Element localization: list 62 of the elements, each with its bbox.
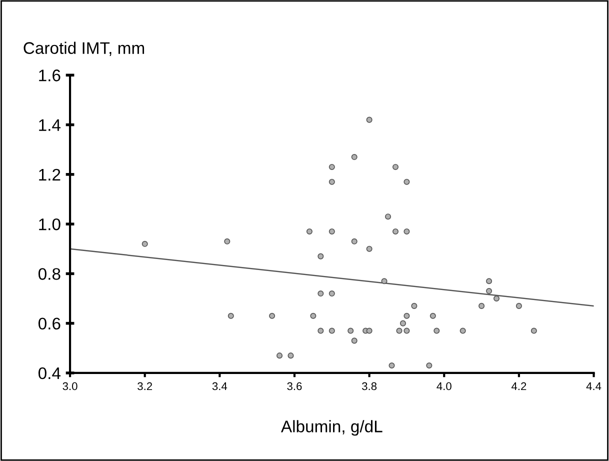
point (426, 362, 432, 369)
x-tick-label: 3.0 (62, 382, 78, 390)
y-tick-label: 1.4 (39, 119, 61, 131)
point (328, 178, 335, 185)
point (142, 240, 148, 247)
point (404, 178, 410, 185)
point (400, 320, 406, 326)
point (381, 278, 388, 284)
point (328, 228, 335, 235)
y-tick-label: 1.0 (39, 218, 60, 230)
point (404, 328, 410, 334)
point (228, 312, 234, 319)
point (404, 312, 410, 319)
point (318, 328, 324, 334)
point (318, 253, 324, 260)
point (276, 352, 283, 359)
x-tick-label: 3.2 (138, 382, 152, 390)
y-tick-label: 1.2 (39, 168, 60, 180)
point (486, 288, 492, 294)
point (306, 228, 312, 235)
point (269, 312, 276, 319)
point (530, 328, 537, 334)
x-tick-label: 3.8 (362, 382, 377, 390)
point (328, 328, 335, 334)
point (385, 214, 392, 220)
point (328, 290, 335, 297)
x-axis-title: Albumin, g/dL (280, 420, 382, 436)
point (288, 352, 294, 359)
point (434, 328, 440, 334)
x-tick-label: 4.0 (436, 382, 452, 390)
point (478, 302, 485, 309)
point (318, 290, 324, 297)
point (366, 328, 372, 334)
point (366, 116, 372, 123)
x-tick-label: 3.4 (212, 382, 228, 390)
point (392, 228, 399, 235)
y-tick-label: 0.6 (38, 318, 60, 330)
y-tick-label: 0.4 (38, 367, 61, 380)
y-tick-label: 1.6 (39, 70, 60, 82)
point (516, 302, 522, 309)
y-tick-label: 0.8 (38, 268, 60, 280)
point (351, 154, 358, 160)
x-tick-label: 3.6 (287, 382, 302, 390)
point (224, 238, 230, 244)
point (392, 164, 399, 170)
y-axis-title: Carotid IMT, mm (24, 42, 144, 56)
point (351, 238, 358, 244)
x-tick-label: 4.2 (511, 382, 526, 390)
point (310, 312, 316, 319)
point (493, 295, 500, 302)
point (348, 328, 354, 334)
point (460, 328, 466, 334)
point (366, 246, 372, 252)
x-tick-label: 4.4 (586, 382, 602, 390)
point (388, 362, 395, 369)
point (430, 312, 436, 319)
point (404, 228, 410, 235)
point (396, 328, 402, 334)
point (486, 278, 492, 284)
point (411, 302, 418, 309)
point (351, 338, 358, 344)
point (328, 164, 335, 170)
